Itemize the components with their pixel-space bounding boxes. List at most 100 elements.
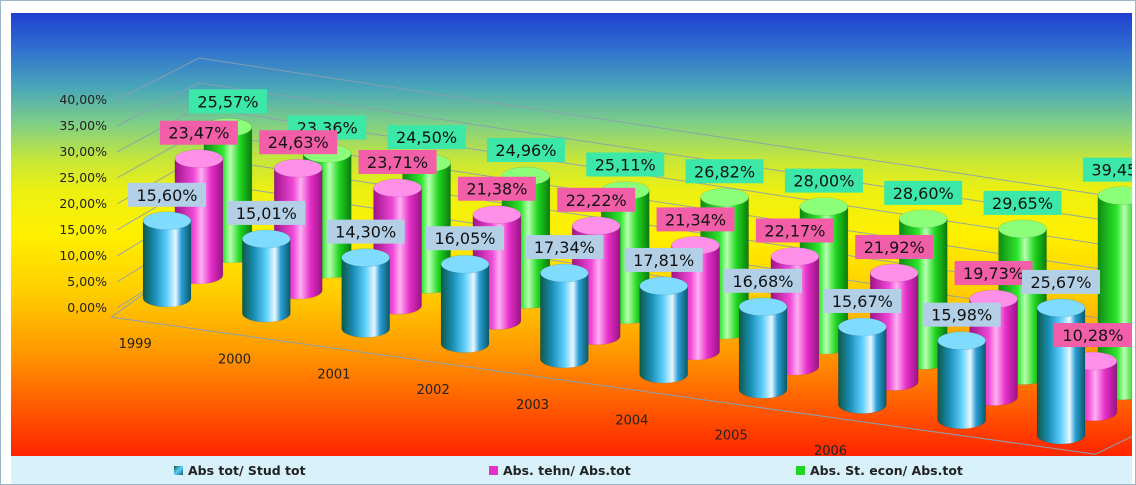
data-label: 24,50% (387, 125, 466, 150)
data-label-text: 23,47% (168, 124, 229, 143)
data-label: 17,81% (624, 247, 703, 272)
data-label: 15,67% (823, 288, 902, 313)
y-tick-label: 35,00% (59, 118, 107, 133)
data-label-box (326, 219, 405, 244)
y-tick-label: 0,00% (67, 300, 107, 315)
legend-item-abs-tehn: Abs. tehn/ Abs.tot (489, 456, 631, 484)
bar-body (440, 263, 490, 353)
bar-body (242, 238, 291, 323)
data-label: 19,73% (954, 261, 1033, 286)
data-label-text: 15,01% (236, 204, 297, 223)
bar-top (341, 248, 390, 267)
data-label-box (1053, 323, 1132, 348)
bar-top (273, 158, 323, 178)
data-label-box (387, 125, 466, 150)
bar-top (373, 178, 422, 198)
data-label-text: 16,68% (732, 272, 793, 291)
data-label-text: 15,98% (931, 306, 992, 325)
data-label-box (486, 138, 565, 163)
data-label-box (755, 218, 834, 243)
data-label-box (724, 268, 802, 293)
x-tick-label: 2001 (317, 368, 350, 383)
data-label: 21,38% (457, 176, 536, 201)
data-label: 16,05% (426, 226, 504, 251)
bar-top (738, 297, 788, 317)
data-label-text: 19,73% (963, 264, 1024, 283)
x-tick-label: 2004 (615, 413, 648, 428)
bar-top (142, 211, 192, 231)
data-label: 25,67% (1022, 269, 1100, 294)
y-tick-label: 5,00% (67, 274, 107, 289)
data-label-box (855, 234, 934, 259)
data-label-box (784, 168, 863, 193)
data-label: 15,98% (922, 302, 1001, 327)
data-label-text: 15,60% (136, 186, 197, 205)
data-label-text: 28,00% (793, 172, 854, 191)
bar-top (770, 247, 820, 266)
data-label-box (884, 180, 963, 205)
data-label: 24,96% (486, 138, 565, 163)
data-label: 25,57% (188, 89, 267, 114)
data-label-text: 21,34% (665, 210, 726, 229)
y-tick-label: 20,00% (59, 196, 107, 211)
bar-top (799, 197, 849, 216)
legend-label: Abs. St. econ/ Abs.tot (810, 462, 963, 478)
bar-body (937, 340, 986, 430)
data-label: 22,17% (755, 218, 834, 243)
x-tick-label: 2006 (814, 444, 847, 456)
data-label: 23,71% (358, 149, 437, 174)
data-label-text: 28,60% (893, 184, 954, 203)
bar-top (571, 216, 621, 236)
bar-top (838, 317, 887, 337)
data-label: 21,34% (656, 207, 735, 232)
bar (242, 229, 291, 323)
bar (838, 317, 887, 414)
x-axis-ticks: 1999200020012002200320042005200620072008 (119, 337, 847, 456)
data-label-text: 29,65% (992, 194, 1053, 213)
x-tick-label: 2002 (417, 383, 450, 398)
data-label-box (954, 261, 1033, 286)
legend: Abs tot/ Stud tot Abs. tehn/ Abs.tot Abs… (11, 456, 1132, 484)
bar-top (998, 219, 1047, 239)
bar-top (174, 149, 224, 169)
data-label: 15,01% (227, 200, 306, 225)
data-label-box (922, 302, 1001, 327)
data-label-text: 14,30% (335, 223, 396, 242)
data-label-text: 17,81% (633, 251, 694, 270)
data-label-text: 21,38% (466, 180, 527, 199)
x-tick-label: 2005 (715, 429, 748, 444)
data-label-box (227, 200, 306, 225)
x-tick-label: 2003 (516, 398, 549, 413)
data-label-box (557, 187, 636, 212)
bar (540, 263, 589, 369)
bar-body (738, 306, 788, 399)
data-label-box (457, 176, 536, 201)
data-label-text: 24,50% (396, 128, 457, 147)
legend-swatch-pink (489, 465, 498, 475)
data-label: 23,47% (159, 120, 238, 145)
y-tick-label: 25,00% (59, 170, 107, 185)
data-labels-layer: 25,57%23,36%24,50%24,96%25,11% 26,82% 28,0… (128, 89, 1132, 348)
data-label-box (426, 226, 504, 251)
bar-top (440, 254, 490, 274)
bar-body (639, 285, 688, 384)
data-label: 26,82% (685, 159, 764, 184)
gridline (116, 57, 1132, 201)
bar-body (838, 326, 887, 414)
data-label-box (128, 182, 206, 207)
data-label-text: 25,67% (1030, 273, 1091, 292)
bar-body (142, 220, 192, 308)
bar (142, 211, 192, 308)
data-label: 24,63% (259, 130, 338, 155)
bar (1097, 186, 1132, 401)
bar (1036, 298, 1086, 445)
data-label: 28,00% (784, 168, 863, 193)
bar-top (869, 263, 919, 283)
x-tick-label: 1999 (119, 337, 152, 352)
data-label: 10,28% (1053, 323, 1132, 348)
data-label-text: 15,67% (832, 292, 893, 311)
bar (738, 297, 788, 399)
bar-top (937, 331, 986, 350)
data-label: 17,34% (525, 235, 604, 260)
